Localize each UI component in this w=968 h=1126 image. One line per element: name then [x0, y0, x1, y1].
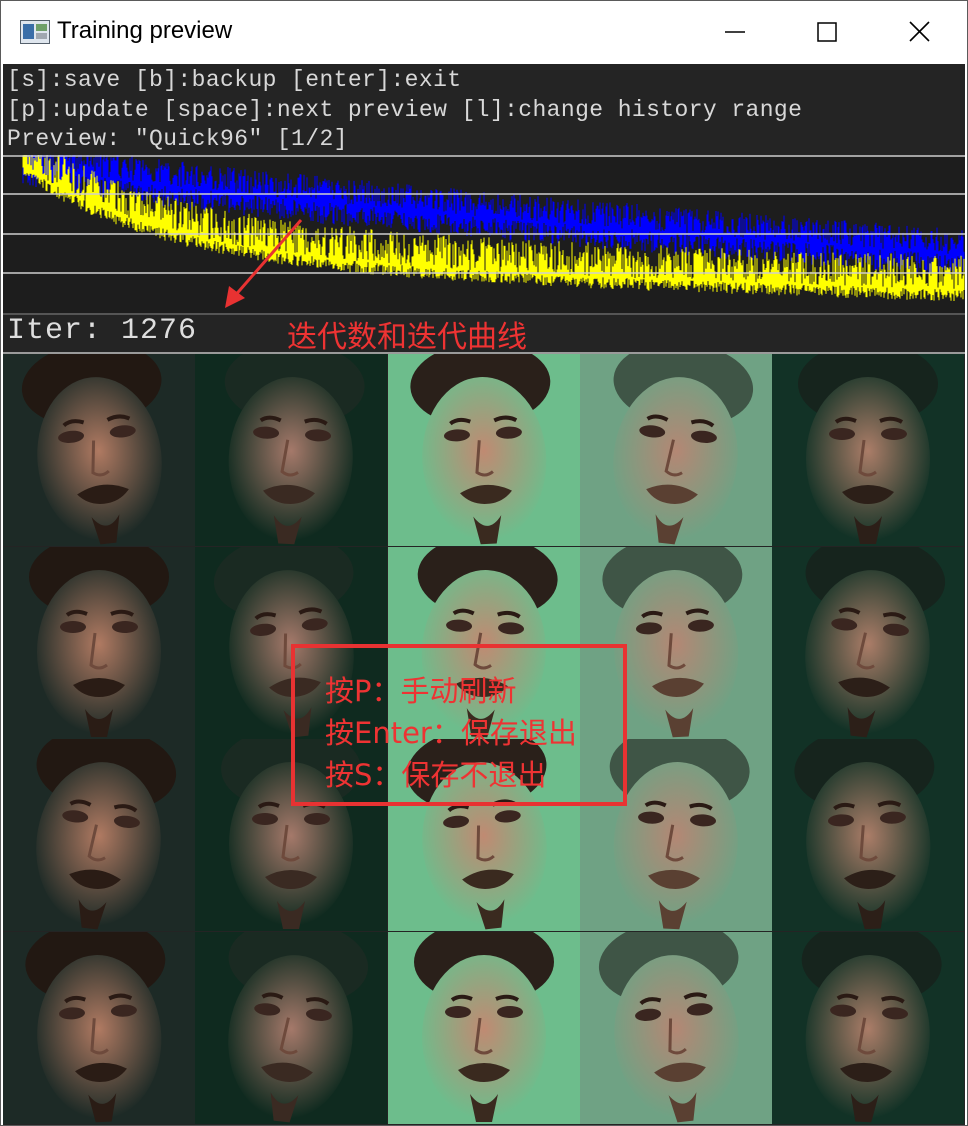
- destination-loss-series: [22, 155, 965, 276]
- preview-face-source: [3, 932, 195, 1124]
- minimize-icon: [725, 31, 745, 33]
- preview-face-source-reconstruction: [195, 354, 387, 546]
- face-icon: [580, 354, 772, 546]
- preview-face-destination-reconstruction: [580, 739, 772, 931]
- preview-face-swapped: [772, 739, 964, 931]
- preview-face-destination: [388, 547, 580, 739]
- face-icon: [388, 354, 580, 546]
- close-button[interactable]: [873, 1, 965, 63]
- preview-face-source: [3, 547, 195, 739]
- help-save-exit-line: 按Enter：保存退出: [325, 716, 577, 750]
- face-icon: [388, 932, 580, 1124]
- preview-face-swapped: [772, 932, 964, 1124]
- keys-help-line-2: [p]:update [space]:next preview [l]:chan…: [7, 97, 803, 123]
- help-save-line: 按S：保存不退出: [325, 758, 547, 792]
- preview-name-line: Preview: "Quick96" [1/2]: [7, 126, 348, 152]
- preview-face-destination-reconstruction: [580, 932, 772, 1124]
- face-icon: [580, 932, 772, 1124]
- app-preview-icon: [20, 20, 50, 44]
- preview-face-source-reconstruction: [195, 547, 387, 739]
- keys-help-line-1: [s]:save [b]:backup [enter]:exit: [7, 67, 462, 93]
- iteration-counter: Iter: 1276: [7, 314, 198, 348]
- preview-face-source: [3, 739, 195, 931]
- face-icon: [580, 739, 772, 931]
- preview-face-destination-reconstruction: [580, 354, 772, 546]
- face-icon: [195, 354, 387, 546]
- iteration-annotation: 迭代数和迭代曲线: [287, 320, 527, 355]
- face-icon: [3, 547, 195, 739]
- face-icon: [195, 547, 387, 739]
- preview-face-source-reconstruction: [195, 932, 387, 1124]
- minimize-button[interactable]: [689, 1, 781, 63]
- loss-history-graph: [3, 155, 965, 315]
- help-update-line: 按P：手动刷新: [325, 674, 517, 708]
- face-icon: [3, 354, 195, 546]
- keyboard-help-box: 按P：手动刷新 按Enter：保存退出 按S：保存不退出: [291, 644, 627, 806]
- face-icon: [388, 547, 580, 739]
- window-title: Training preview: [57, 17, 233, 44]
- face-icon: [772, 547, 964, 739]
- close-icon: [909, 21, 930, 42]
- face-icon: [772, 739, 964, 931]
- preview-face-grid: [3, 354, 965, 1125]
- face-icon: [3, 739, 195, 931]
- face-icon: [580, 547, 772, 739]
- preview-canvas[interactable]: [s]:save [b]:backup [enter]:exit [p]:upd…: [3, 64, 965, 1125]
- face-icon: [3, 932, 195, 1124]
- face-icon: [772, 932, 964, 1124]
- maximize-icon: [817, 22, 837, 42]
- preview-face-source: [3, 354, 195, 546]
- preview-face-swapped: [772, 547, 964, 739]
- maximize-button[interactable]: [781, 1, 873, 63]
- preview-face-destination-reconstruction: [580, 547, 772, 739]
- face-icon: [195, 932, 387, 1124]
- preview-face-swapped: [772, 354, 964, 546]
- graph-separator: [3, 352, 965, 354]
- preview-face-destination: [388, 354, 580, 546]
- title-bar[interactable]: Training preview: [1, 1, 967, 63]
- loss-graph-svg: [3, 155, 965, 315]
- face-icon: [772, 354, 964, 546]
- preview-face-destination: [388, 932, 580, 1124]
